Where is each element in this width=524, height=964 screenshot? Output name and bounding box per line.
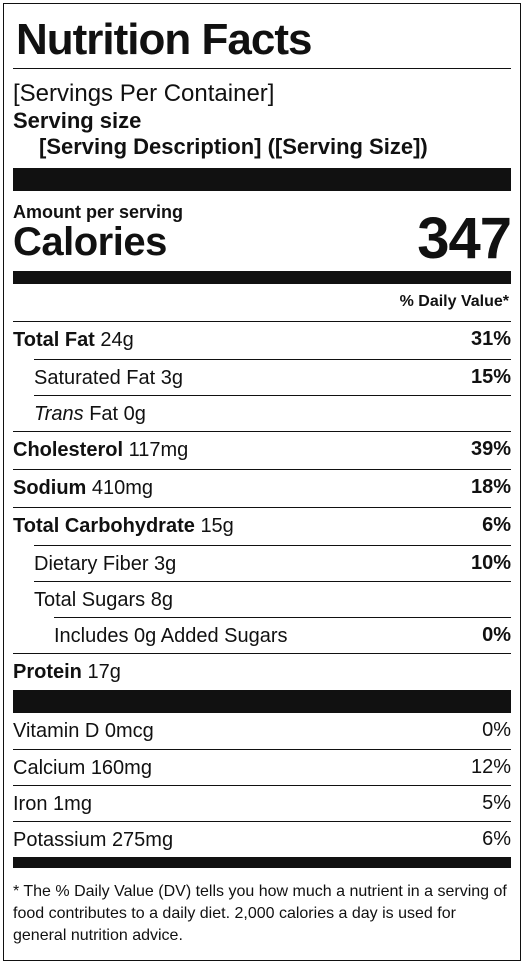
nutrient-amount: 24g bbox=[100, 329, 134, 351]
vitamin-label: Iron bbox=[13, 793, 48, 815]
vitamin-name: Iron 1mg bbox=[13, 791, 92, 817]
nutrient-name: Includes 0g Added Sugars bbox=[54, 625, 288, 647]
daily-value-header: % Daily Value* bbox=[399, 293, 509, 310]
nutrient-label: Saturated Fat bbox=[34, 367, 156, 389]
serving-size-value: [Serving Description] ([Serving Size]) bbox=[39, 134, 428, 159]
nutrition-facts-label: Nutrition Facts [Servings Per Container]… bbox=[3, 3, 521, 961]
nutrient-name: Dietary Fiber 3g bbox=[34, 551, 176, 577]
nutrient-percent: 31% bbox=[470, 328, 511, 350]
nutrient-label: Total Carbohydrate bbox=[13, 515, 195, 537]
nutrient-row-total-fat: Total Fat 24g 31% bbox=[13, 321, 511, 357]
serving-size-label: Serving size bbox=[13, 108, 142, 133]
vitamin-percent: 5% bbox=[482, 792, 511, 814]
vitamin-amount: 1mg bbox=[53, 793, 92, 815]
vitamin-row-potassium: Potassium 275mg 6% bbox=[13, 821, 511, 857]
nutrient-label: Cholesterol bbox=[13, 439, 124, 461]
vitamin-label: Vitamin D bbox=[13, 720, 100, 742]
nutrient-name: Total Sugars 8g bbox=[34, 587, 173, 613]
thick-divider bbox=[13, 168, 511, 191]
nutrient-label-rest: Fat bbox=[89, 403, 119, 425]
nutrient-label: Protein bbox=[13, 661, 82, 683]
nutrient-amount: 8g bbox=[150, 589, 173, 611]
label-title: Nutrition Facts bbox=[16, 15, 312, 64]
nutrient-name: Trans Fat 0g bbox=[34, 401, 146, 427]
vitamin-amount: 275mg bbox=[111, 829, 174, 851]
nutrient-amount: 15g bbox=[200, 515, 234, 537]
medium-divider bbox=[13, 271, 511, 284]
thick-divider bbox=[13, 690, 511, 713]
servings-per-container: [Servings Per Container] bbox=[13, 80, 275, 107]
footnote: * The % Daily Value (DV) tells you how m… bbox=[13, 883, 507, 944]
nutrient-amount: 17g bbox=[87, 661, 121, 683]
calories-value: 347 bbox=[417, 206, 512, 271]
vitamin-amount: 160mg bbox=[90, 757, 152, 779]
nutrient-percent: 0% bbox=[482, 624, 511, 646]
vitamin-row-iron: Iron 1mg 5% bbox=[13, 785, 511, 821]
nutrient-name: Sodium 410mg bbox=[13, 475, 153, 501]
nutrient-amount: 3g bbox=[154, 553, 177, 575]
nutrient-percent: 39% bbox=[470, 438, 511, 460]
vitamin-percent: 12% bbox=[470, 756, 511, 778]
nutrient-percent: 6% bbox=[482, 514, 511, 536]
amount-per-serving-label: Amount per serving bbox=[13, 202, 184, 222]
nutrient-row-total-carbohydrate: Total Carbohydrate 15g 6% bbox=[13, 507, 511, 543]
nutrient-percent: 15% bbox=[470, 366, 511, 388]
nutrient-label: Trans bbox=[34, 403, 84, 425]
divider bbox=[13, 68, 511, 69]
vitamin-label: Calcium bbox=[13, 757, 86, 779]
nutrient-row-protein: Protein 17g bbox=[13, 653, 511, 689]
nutrient-percent: 18% bbox=[470, 476, 511, 498]
label-content: Nutrition Facts [Servings Per Container]… bbox=[13, 4, 512, 960]
nutrient-row-trans-fat: Trans Fat 0g bbox=[34, 395, 511, 431]
nutrient-name: Saturated Fat 3g bbox=[34, 365, 183, 391]
nutrient-label: Total Sugars bbox=[34, 589, 146, 611]
vitamin-row-calcium: Calcium 160mg 12% bbox=[13, 749, 511, 785]
nutrient-row-sodium: Sodium 410mg 18% bbox=[13, 469, 511, 505]
nutrient-row-dietary-fiber: Dietary Fiber 3g 10% bbox=[34, 545, 511, 581]
vitamin-name: Calcium 160mg bbox=[13, 755, 152, 781]
nutrient-name: Total Carbohydrate 15g bbox=[13, 513, 234, 539]
nutrient-amount: 3g bbox=[160, 367, 183, 389]
nutrient-amount: 117mg bbox=[128, 439, 189, 461]
nutrient-label: Sodium bbox=[13, 477, 87, 499]
nutrient-row-total-sugars: Total Sugars 8g bbox=[34, 581, 511, 617]
calories-label: Calories bbox=[13, 220, 167, 264]
vitamin-row-vitamin-d: Vitamin D 0mcg 0% bbox=[13, 713, 511, 749]
nutrient-row-added-sugars: Includes 0g Added Sugars 0% bbox=[54, 617, 511, 653]
nutrient-amount: 0g bbox=[123, 403, 146, 425]
vitamin-amount: 0mcg bbox=[104, 720, 154, 742]
vitamin-label: Potassium bbox=[13, 829, 107, 851]
vitamin-name: Potassium 275mg bbox=[13, 827, 173, 853]
nutrient-amount: 410mg bbox=[91, 477, 154, 499]
nutrient-percent: 10% bbox=[470, 552, 511, 574]
vitamin-name: Vitamin D 0mcg bbox=[13, 718, 154, 744]
nutrient-row-saturated-fat: Saturated Fat 3g 15% bbox=[34, 359, 511, 395]
nutrient-label: Dietary Fiber bbox=[34, 553, 149, 575]
medium-divider bbox=[13, 857, 511, 868]
vitamin-percent: 6% bbox=[482, 828, 511, 850]
nutrient-name: Protein 17g bbox=[13, 659, 121, 685]
nutrient-label: Total Fat bbox=[13, 329, 95, 351]
nutrient-row-cholesterol: Cholesterol 117mg 39% bbox=[13, 431, 511, 467]
nutrient-name: Cholesterol 117mg bbox=[13, 437, 188, 463]
nutrient-name: Total Fat 24g bbox=[13, 327, 134, 353]
vitamin-percent: 0% bbox=[482, 719, 511, 741]
